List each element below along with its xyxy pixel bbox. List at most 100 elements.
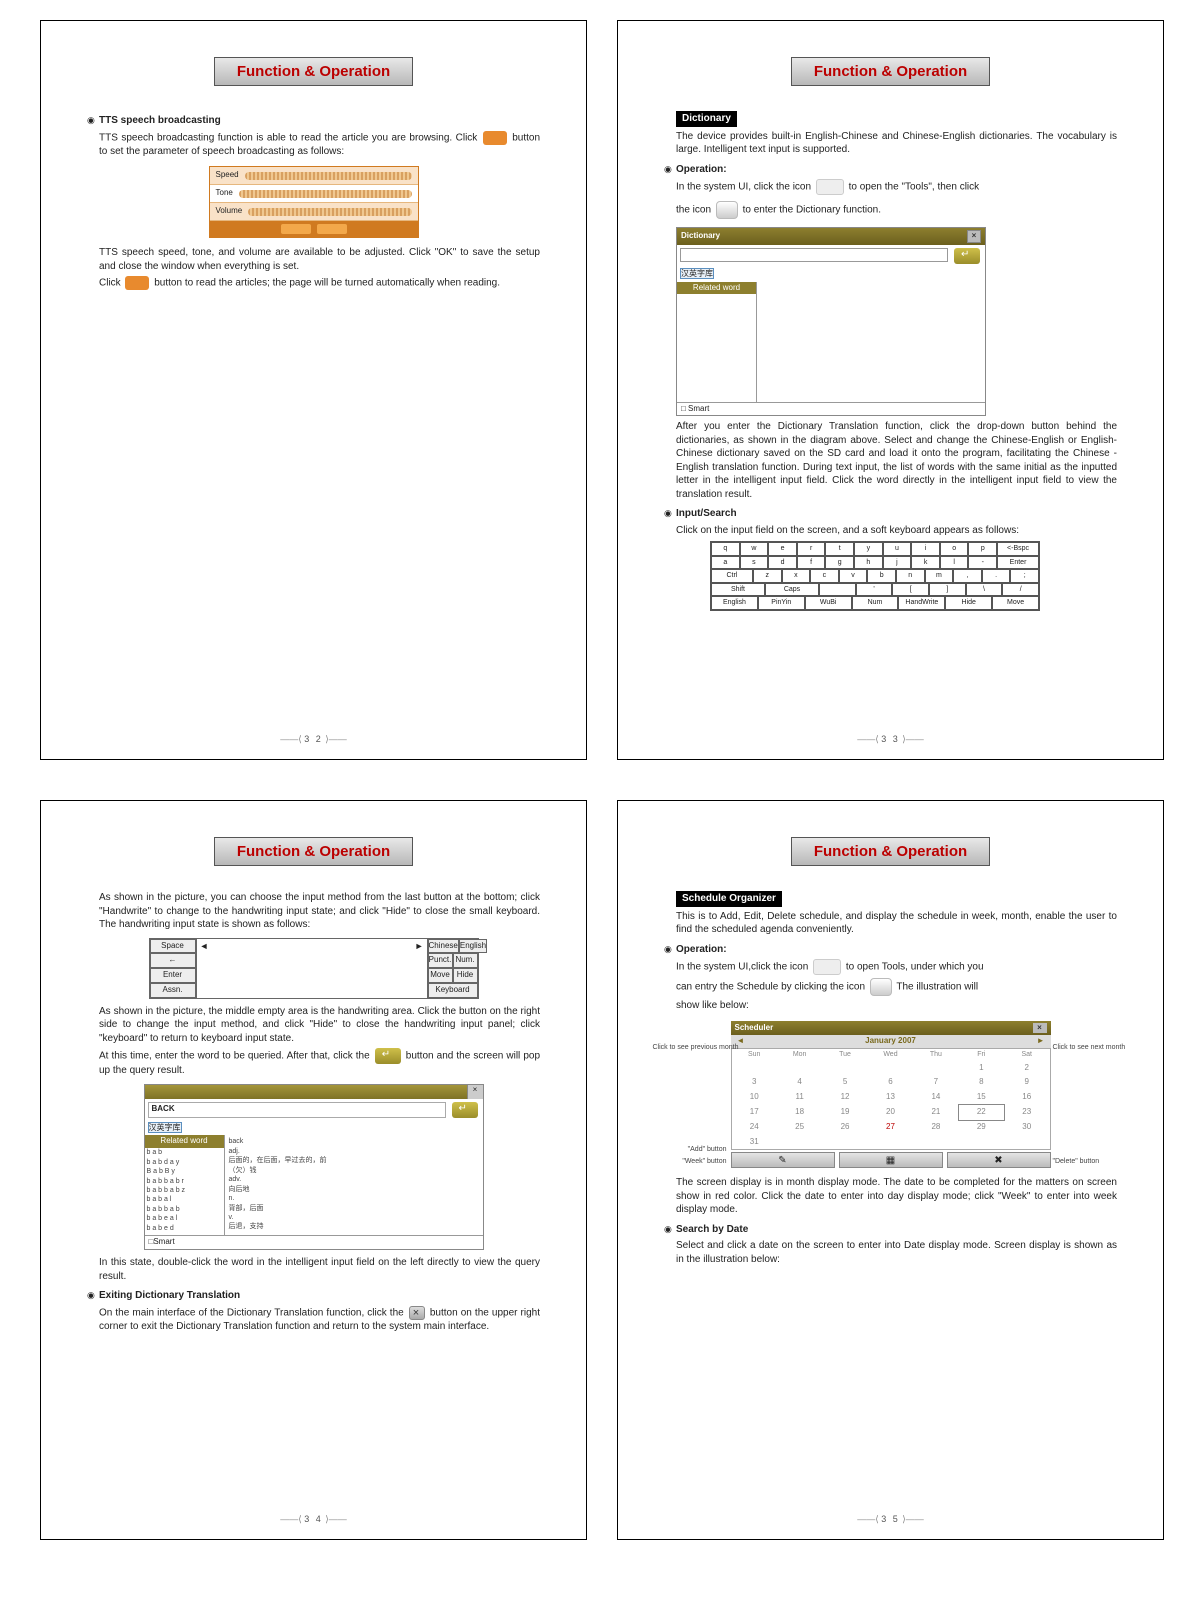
hw-button[interactable]: Num. bbox=[453, 953, 478, 968]
key[interactable]: z bbox=[753, 569, 782, 582]
hw-button[interactable]: Move bbox=[428, 968, 453, 983]
key[interactable]: u bbox=[883, 542, 912, 555]
week-button[interactable]: ▦ bbox=[839, 1152, 943, 1168]
delete-button[interactable]: ✖ bbox=[947, 1152, 1051, 1168]
list-item[interactable]: B a b B y bbox=[145, 1167, 224, 1176]
key[interactable]: g bbox=[825, 556, 854, 569]
date-cell[interactable]: 11 bbox=[777, 1090, 822, 1105]
key[interactable]: c bbox=[810, 569, 839, 582]
date-cell[interactable]: 13 bbox=[868, 1090, 913, 1105]
key[interactable]: , bbox=[953, 569, 982, 582]
dictionary-dropdown[interactable]: 汉英字库 bbox=[680, 268, 714, 279]
slider[interactable] bbox=[245, 172, 412, 180]
key[interactable]: PinYin bbox=[758, 596, 805, 609]
date-cell[interactable]: 9 bbox=[1004, 1075, 1049, 1090]
date-cell[interactable]: 19 bbox=[822, 1105, 867, 1120]
key[interactable]: \ bbox=[966, 583, 1003, 596]
key[interactable]: ' bbox=[856, 583, 893, 596]
key[interactable]: i bbox=[911, 542, 940, 555]
date-cell[interactable]: 25 bbox=[777, 1120, 822, 1135]
list-item[interactable]: b a b a l bbox=[145, 1195, 224, 1204]
key[interactable]: w bbox=[740, 542, 769, 555]
list-item[interactable]: b a b e d bbox=[145, 1224, 224, 1233]
smart-checkbox[interactable]: □Smart bbox=[145, 1235, 483, 1249]
key[interactable]: Num bbox=[852, 596, 899, 609]
key[interactable]: p bbox=[968, 542, 997, 555]
key[interactable]: j bbox=[883, 556, 912, 569]
dictionary-dropdown[interactable]: 汉英字库 bbox=[148, 1122, 182, 1133]
key[interactable]: o bbox=[940, 542, 969, 555]
search-input[interactable] bbox=[680, 248, 948, 262]
key[interactable]: e bbox=[768, 542, 797, 555]
slider[interactable] bbox=[239, 190, 412, 198]
list-item[interactable]: b a b e a l bbox=[145, 1214, 224, 1223]
date-cell[interactable]: 6 bbox=[868, 1075, 913, 1090]
slider[interactable] bbox=[248, 208, 411, 216]
key[interactable]: Enter bbox=[997, 556, 1039, 569]
search-input[interactable]: BACK bbox=[148, 1102, 446, 1118]
key[interactable]: Caps bbox=[765, 583, 819, 596]
list-item[interactable]: b a b b a b r bbox=[145, 1177, 224, 1186]
date-cell[interactable]: 17 bbox=[732, 1105, 777, 1120]
key[interactable]: - bbox=[968, 556, 997, 569]
hw-button[interactable]: ← bbox=[150, 953, 196, 968]
key[interactable]: Ctrl bbox=[711, 569, 753, 582]
date-cell[interactable]: 3 bbox=[732, 1075, 777, 1090]
key[interactable]: v bbox=[839, 569, 868, 582]
key[interactable]: y bbox=[854, 542, 883, 555]
close-icon[interactable]: × bbox=[967, 230, 981, 243]
hw-button[interactable]: Assn. bbox=[150, 983, 196, 998]
date-cell[interactable]: 28 bbox=[913, 1120, 958, 1135]
date-cell[interactable]: 30 bbox=[1004, 1120, 1049, 1135]
key[interactable]: English bbox=[711, 596, 758, 609]
key[interactable]: k bbox=[911, 556, 940, 569]
date-cell[interactable]: 14 bbox=[913, 1090, 958, 1105]
ok-button[interactable] bbox=[281, 224, 311, 234]
list-item[interactable]: b a b bbox=[145, 1148, 224, 1157]
list-item[interactable]: b a b d a y bbox=[145, 1158, 224, 1167]
date-cell[interactable]: 20 bbox=[868, 1105, 913, 1120]
key[interactable]: HandWrite bbox=[898, 596, 945, 609]
key[interactable]: s bbox=[740, 556, 769, 569]
key[interactable]: a bbox=[711, 556, 740, 569]
date-cell[interactable]: 26 bbox=[822, 1120, 867, 1135]
hw-button[interactable]: English bbox=[459, 939, 487, 954]
key[interactable]: d bbox=[768, 556, 797, 569]
key[interactable]: n bbox=[896, 569, 925, 582]
date-cell[interactable]: 24 bbox=[732, 1120, 777, 1135]
date-cell[interactable]: 27 bbox=[868, 1120, 913, 1135]
enter-icon[interactable] bbox=[954, 248, 980, 264]
key[interactable]: <-Bspc bbox=[997, 542, 1039, 555]
date-cell[interactable]: 7 bbox=[913, 1075, 958, 1090]
date-cell[interactable]: 1 bbox=[959, 1061, 1004, 1076]
hw-button[interactable]: Keyboard bbox=[428, 983, 478, 998]
date-cell[interactable]: 22 bbox=[959, 1105, 1004, 1120]
smart-checkbox[interactable]: □ Smart bbox=[677, 402, 985, 416]
date-cell[interactable]: 8 bbox=[959, 1075, 1004, 1090]
next-month-button[interactable]: ► bbox=[1037, 1036, 1045, 1047]
hw-button[interactable]: Space bbox=[150, 939, 196, 954]
add-button[interactable]: ✎ bbox=[731, 1152, 835, 1168]
date-cell[interactable]: 10 bbox=[732, 1090, 777, 1105]
date-cell[interactable]: 16 bbox=[1004, 1090, 1049, 1105]
key[interactable]: r bbox=[797, 542, 826, 555]
key[interactable]: x bbox=[782, 569, 811, 582]
date-cell[interactable]: 15 bbox=[959, 1090, 1004, 1105]
hw-canvas[interactable]: ◄► bbox=[196, 939, 428, 998]
key[interactable]: Move bbox=[992, 596, 1039, 609]
key[interactable]: / bbox=[1002, 583, 1039, 596]
key[interactable]: . bbox=[982, 569, 1011, 582]
key[interactable]: WuBi bbox=[805, 596, 852, 609]
key[interactable]: ; bbox=[1010, 569, 1039, 582]
key[interactable]: m bbox=[925, 569, 954, 582]
hw-button[interactable]: Punct. bbox=[428, 953, 453, 968]
key[interactable] bbox=[819, 583, 856, 596]
hw-button[interactable]: Enter bbox=[150, 968, 196, 983]
date-cell[interactable]: 18 bbox=[777, 1105, 822, 1120]
key[interactable]: b bbox=[867, 569, 896, 582]
cancel-button[interactable] bbox=[317, 224, 347, 234]
hw-button[interactable]: Chinese bbox=[428, 939, 459, 954]
date-cell[interactable]: 23 bbox=[1004, 1105, 1049, 1120]
key[interactable]: Shift bbox=[711, 583, 765, 596]
date-cell[interactable]: 29 bbox=[959, 1120, 1004, 1135]
